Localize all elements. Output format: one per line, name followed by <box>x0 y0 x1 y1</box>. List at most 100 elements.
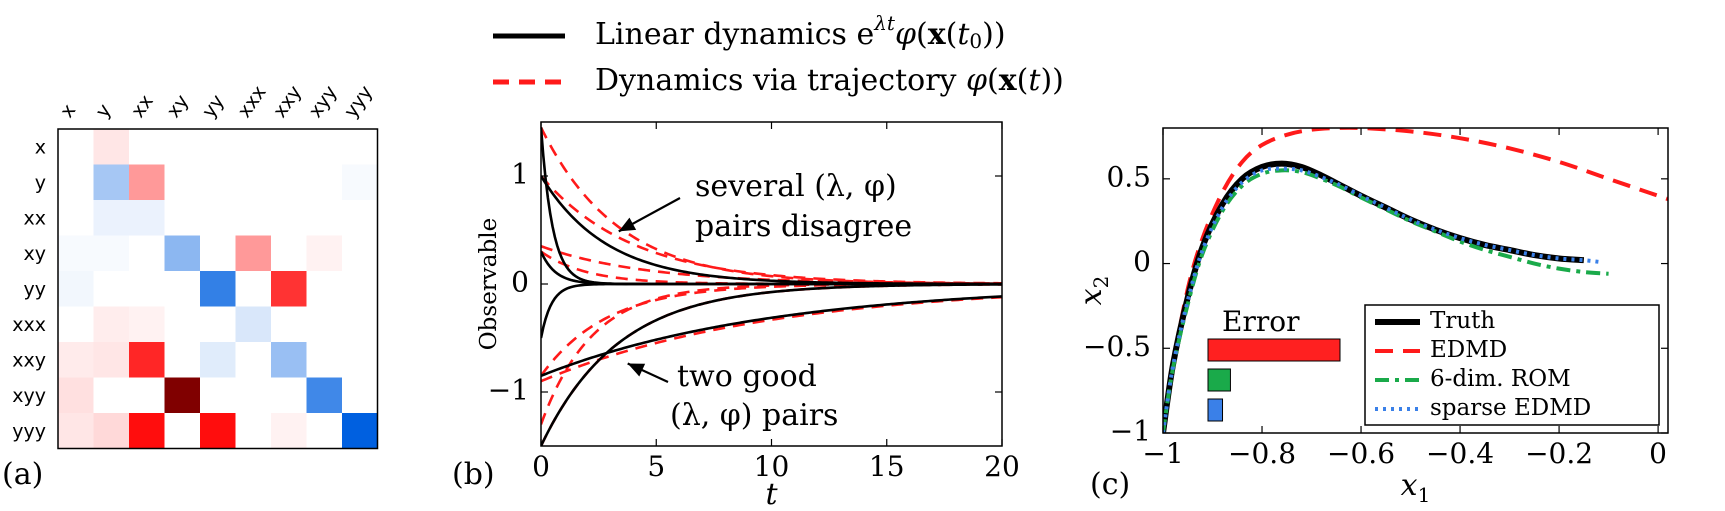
dashed-series-line <box>541 295 1002 383</box>
heatmap-cell <box>271 235 307 272</box>
y-tick-label: −1 <box>1110 415 1151 448</box>
error-bar <box>1207 398 1224 422</box>
x-axis-label: t <box>765 477 778 511</box>
annotation-arrowhead <box>627 363 646 377</box>
error-bar <box>1207 338 1341 362</box>
heatmap-cell <box>200 129 236 165</box>
series-line <box>1163 166 1599 433</box>
top-legend: Linear dynamics eλtφ(x(t0)) Dynamics via… <box>493 11 1064 98</box>
heatmap-cell <box>129 164 165 201</box>
heatmap-cell <box>164 377 201 414</box>
legend-solid-label: Linear dynamics eλtφ(x(t0)) <box>595 11 1006 53</box>
line-panel-b: 0 5 10 15 20 −1 0 1 t Observable several (λ, φ) pai… <box>476 121 1020 511</box>
heatmap-cell <box>271 200 307 236</box>
heatmap-cell <box>129 235 165 272</box>
annotation-line: two good <box>677 359 817 394</box>
heatmap-cell <box>235 342 272 378</box>
heatmap-row-label: xyy <box>12 385 46 407</box>
heatmap-cell <box>93 413 130 449</box>
y-axis-label: Observable <box>476 218 502 350</box>
heatmap-cell <box>58 271 94 307</box>
heatmap-cell <box>306 271 343 307</box>
heatmap-cell <box>200 306 236 343</box>
axes-frame <box>1162 127 1669 434</box>
series-group <box>1163 128 1668 433</box>
heatmap-cell <box>164 271 201 307</box>
heatmap-cell <box>342 377 378 414</box>
heatmap-cell <box>93 164 130 201</box>
series-group <box>541 126 1002 446</box>
heatmap-cell <box>306 200 343 236</box>
heatmap-cell <box>306 235 343 272</box>
solid-series-line <box>541 127 1002 286</box>
heatmap-cell <box>93 377 130 414</box>
heatmap-col-label: xy <box>162 91 193 122</box>
heatmap-cell <box>164 164 201 201</box>
dashed-series-line <box>541 126 1002 285</box>
heatmap-row-label: xx <box>24 207 47 229</box>
x-tick-label: 0 <box>1649 437 1667 470</box>
heatmap-cell <box>164 129 201 165</box>
heatmap-cell <box>306 342 343 378</box>
heatmap-cell <box>58 413 94 449</box>
heatmap-frame <box>57 128 379 450</box>
y-axis-label: x2 <box>1074 276 1113 306</box>
heatmap-col-label: xxx <box>233 82 270 122</box>
heatmap-cell <box>342 342 378 378</box>
heatmap-cell <box>235 235 272 272</box>
heatmap-cell <box>200 377 236 414</box>
heatmap-cell <box>271 342 307 378</box>
heatmap-cell <box>129 306 165 343</box>
error-bar <box>1207 368 1231 392</box>
heatmap-cell <box>93 306 130 343</box>
heatmap-cell <box>306 413 343 449</box>
x-tick-label: −0.2 <box>1525 437 1593 470</box>
x-axis-label: x1 <box>1401 468 1431 507</box>
y-tick-label: −0.5 <box>1083 330 1151 363</box>
x-tick-label: 20 <box>984 450 1020 483</box>
legend-dashed-label: Dynamics via trajectory φ(x(t)) <box>595 63 1064 98</box>
heatmap-col-label: xx <box>127 91 158 122</box>
y-tick-label: −1 <box>488 374 529 407</box>
heatmap-row-label: xy <box>24 243 47 265</box>
legend-label: Truth <box>1430 308 1495 334</box>
heatmap-cell <box>129 271 165 307</box>
heatmap-col-label: y <box>91 100 115 122</box>
x-axis-label-sub: 1 <box>1418 483 1431 507</box>
heatmap-cell <box>200 413 236 449</box>
heatmap-cell <box>129 200 165 236</box>
y-tick-label: 1 <box>511 158 529 191</box>
heatmap-cell <box>342 129 378 165</box>
heatmap-cell <box>58 235 94 272</box>
heatmap-cell <box>164 342 201 378</box>
panel-label-b: (b) <box>452 457 495 492</box>
heatmap-cell <box>58 306 94 343</box>
heatmap-cell <box>306 129 343 165</box>
heatmap-cell <box>342 235 378 272</box>
heatmap-cell <box>271 271 307 307</box>
heatmap-cell <box>235 200 272 236</box>
heatmap-cell <box>306 306 343 343</box>
x-axis-label-main: x <box>1401 468 1418 503</box>
heatmap-cell <box>129 342 165 378</box>
panel-label-c: (c) <box>1090 467 1130 502</box>
heatmap-cell <box>342 164 378 201</box>
heatmap-cell <box>200 235 236 272</box>
heatmap-cell <box>58 342 94 378</box>
heatmap-cell <box>93 342 130 378</box>
heatmap-cell <box>235 129 272 165</box>
annotation-line: (λ, φ) pairs <box>670 398 838 433</box>
heatmap-row-label: xxx <box>12 314 46 336</box>
legend-label: EDMD <box>1430 337 1507 363</box>
y-axis-label-sub: 2 <box>1089 276 1113 289</box>
y-tick-label: 0 <box>511 266 529 299</box>
x-tick-label: −0.4 <box>1426 437 1494 470</box>
heatmap-row-label: y <box>35 172 46 194</box>
heatmap-cell <box>129 129 165 165</box>
heatmap-col-label: x <box>56 100 80 122</box>
heatmap-cell <box>58 377 94 414</box>
heatmap-cell <box>200 271 236 307</box>
